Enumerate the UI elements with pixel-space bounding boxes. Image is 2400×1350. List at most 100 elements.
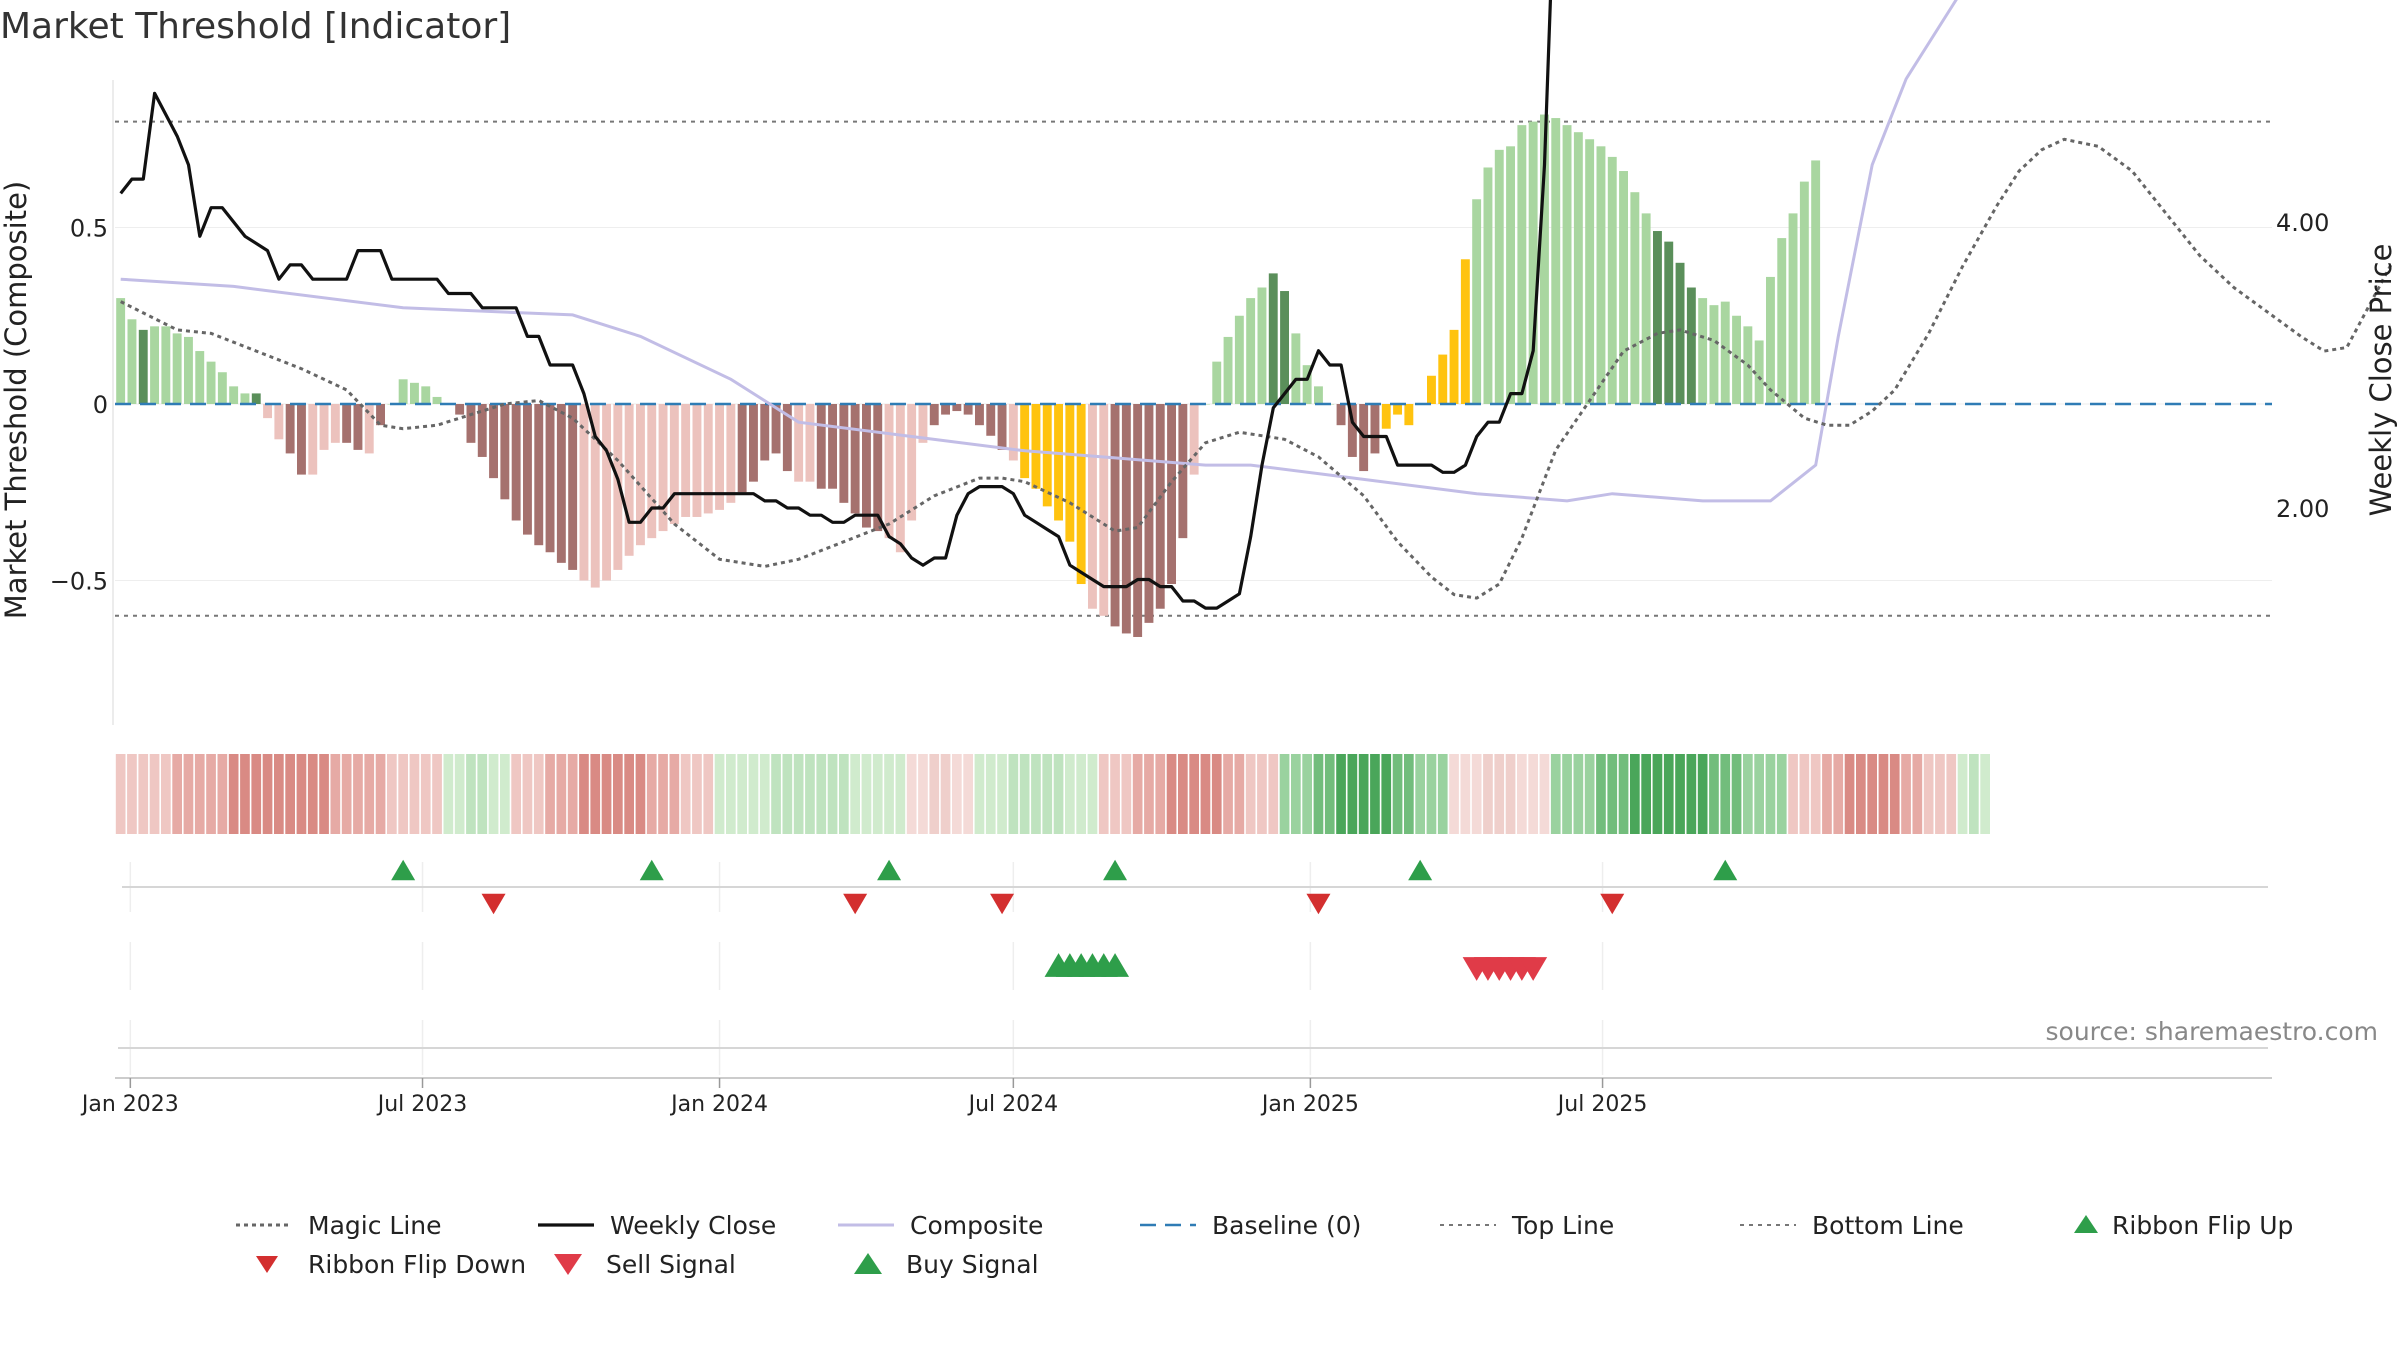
composite-bar (1054, 404, 1063, 521)
legend: Magic Line Weekly Close Composite Baseline … (236, 1211, 2293, 1279)
legend-swatch (2074, 1215, 2098, 1233)
ribbon-cell (1449, 754, 1459, 834)
ribbon-cell (1144, 754, 1154, 834)
composite-bar (263, 404, 272, 419)
x-axis: Jan 2023 Jul 2023 Jan 2024 Jul 2024 Jan 2025… (80, 1077, 2272, 1117)
composite-bar (1788, 213, 1798, 404)
composite-bar (669, 404, 679, 525)
ribbon-cell (353, 754, 363, 834)
ribbon-cell (748, 754, 759, 834)
ribbon-cell (1019, 754, 1030, 834)
composite-bar (1709, 305, 1719, 404)
legend-label: Ribbon Flip Down (308, 1250, 526, 1279)
composite-bar (1031, 404, 1041, 489)
composite-bar (941, 404, 950, 415)
composite-bar (568, 404, 578, 570)
composite-bar (319, 404, 329, 450)
composite-bar (805, 404, 815, 482)
composite-bar (432, 396, 442, 404)
composite-bar (421, 386, 431, 404)
composite-bar (1144, 404, 1154, 623)
composite-bar (1472, 199, 1482, 404)
ribbon-cell (1087, 754, 1098, 834)
ribbon-cell (274, 754, 284, 834)
composite-bar (1585, 139, 1595, 404)
ribbon-cell (1155, 754, 1166, 834)
ribbon-cell (432, 754, 442, 834)
ribbon-cell (1132, 754, 1143, 834)
ribbon-cell (974, 754, 985, 834)
ribbon-cell (1076, 754, 1086, 834)
ribbon-cell (1528, 754, 1538, 834)
composite-bar (1573, 132, 1583, 404)
ribbon-cell (567, 754, 578, 834)
composite-bar (1008, 404, 1018, 461)
composite-bar (975, 404, 984, 426)
legend-item: Ribbon Flip Up (2074, 1211, 2293, 1240)
composite-bar (455, 404, 465, 415)
composite-bar (330, 404, 340, 443)
composite-bar (1268, 273, 1278, 404)
composite-bar (1562, 125, 1572, 404)
composite-bar (681, 404, 691, 517)
composite-bar (1607, 156, 1617, 404)
composite-bar (929, 404, 939, 426)
ribbon-cell (341, 754, 352, 834)
composite-bar (1596, 146, 1606, 404)
legend-label: Top Line (1511, 1211, 1614, 1240)
composite-bar (862, 404, 871, 528)
ribbon-cell (409, 754, 420, 834)
weekly-close-line (119, 0, 1553, 610)
composite-bar (150, 326, 159, 404)
ribbon-cell (500, 754, 510, 834)
composite-bar (1076, 404, 1086, 585)
composite-bar (364, 404, 374, 454)
composite-bar (1619, 171, 1628, 404)
composite-bar (376, 404, 385, 426)
composite-bar (1133, 404, 1143, 637)
legend-item: Top Line (1440, 1211, 1614, 1240)
ribbon-flip-down-marker (1306, 893, 1331, 915)
ribbon-flip-down-marker (1600, 893, 1625, 915)
ribbon-cell (251, 754, 262, 834)
y-tick-right: 2.00 (2276, 495, 2329, 523)
ribbon-cell (703, 754, 714, 834)
legend-item: Bottom Line (1740, 1211, 1964, 1240)
ribbon-flip-down-marker (990, 893, 1015, 915)
buy-signal-marker (1101, 953, 1130, 977)
composite-bar (285, 404, 295, 454)
ribbon-cell (127, 754, 137, 834)
composite-bar (884, 404, 894, 539)
ribbon-cell (601, 754, 612, 834)
ribbon-cell (262, 754, 273, 834)
composite-bar (195, 351, 205, 404)
composite-bar (1347, 404, 1357, 457)
signal-panels (118, 859, 2268, 1075)
ribbon-cell (1347, 754, 1358, 834)
ribbon-cell (1810, 754, 1821, 834)
ribbon-cell (805, 754, 815, 834)
composite-bar (1393, 404, 1402, 415)
composite-bar (1540, 114, 1549, 404)
ribbon-cell (1200, 754, 1211, 834)
ribbon-flip-down-marker (481, 893, 506, 915)
ribbon-cell (680, 754, 691, 834)
ribbon-cell (307, 754, 318, 834)
composite-bar (556, 404, 566, 563)
ribbon-cell (1878, 754, 1889, 834)
ribbon-cell (1302, 754, 1312, 834)
ribbon-cell (1743, 754, 1753, 834)
ribbon-cell (646, 754, 657, 834)
composite-bar (1167, 404, 1176, 585)
composite-bar (1811, 160, 1821, 404)
composite-bar (1799, 181, 1809, 404)
ribbon-cell (1415, 754, 1425, 834)
composite-bar (342, 404, 352, 443)
ribbon-cell (624, 754, 634, 834)
ribbon-cell (1799, 754, 1810, 834)
x-tick-label: Jul 2024 (967, 1092, 1059, 1117)
ribbon-cell (240, 754, 250, 834)
composite-line (120, 0, 1958, 503)
ribbon-cell (1268, 754, 1279, 834)
ribbon-cell (1234, 754, 1245, 834)
